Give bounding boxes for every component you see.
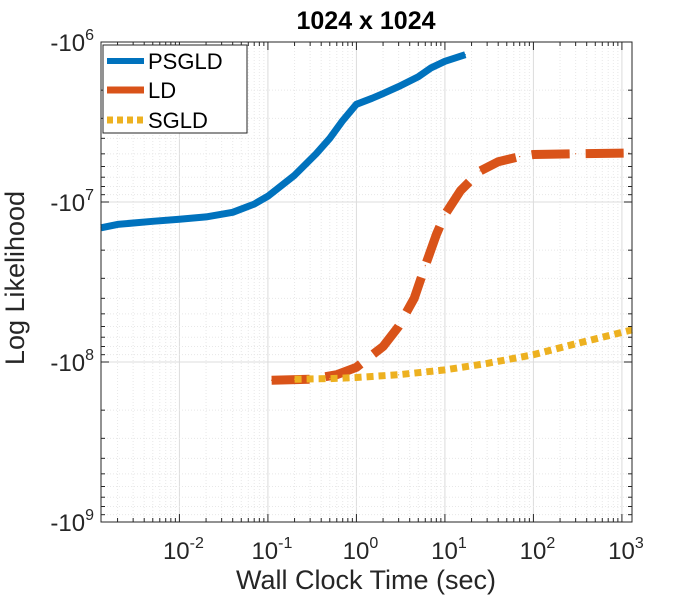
series-line-psgld	[100, 51, 467, 232]
data-point-ld	[575, 153, 577, 155]
data-point-psgld	[253, 203, 255, 205]
data-point-ld	[424, 265, 426, 267]
data-point-sgld	[532, 354, 535, 356]
legend-label-psgld: PSGLD	[148, 49, 223, 74]
data-point-psgld	[329, 137, 331, 139]
tick-labels: 10-2 10-1 100 101 102 103 -106 -107 -108 -109	[50, 27, 643, 565]
x-tick-label: 10-1	[251, 535, 292, 565]
data-point-psgld	[117, 223, 119, 225]
tick-marks	[101, 41, 632, 522]
y-tick-label: -107	[50, 187, 94, 217]
data-point-psgld	[342, 120, 344, 122]
data-point-ld	[398, 325, 400, 328]
y-tick-label: -109	[50, 507, 94, 537]
x-axis-label: Wall Clock Time (sec)	[236, 565, 496, 595]
data-point-sgld	[398, 374, 400, 376]
data-point-ld	[497, 161, 499, 163]
data-point-psgld	[294, 174, 296, 176]
legend-label-ld: LD	[148, 78, 176, 103]
data-point-ld	[355, 366, 357, 368]
data-point-sgld	[329, 378, 331, 380]
data-point-sgld	[486, 362, 488, 364]
data-point-psgld	[444, 60, 446, 62]
y-tick-label: -108	[50, 347, 94, 377]
legend: PSGLD LD SGLD	[102, 44, 248, 134]
data-point-ld	[519, 156, 521, 158]
series-layer	[100, 51, 633, 385]
data-point-ld	[532, 153, 535, 156]
data-point-sgld	[575, 343, 577, 345]
data-point-psgld	[430, 67, 432, 69]
data-point-psgld	[205, 216, 207, 218]
data-point-ld	[459, 190, 462, 192]
data-point-sgld	[355, 376, 357, 379]
x-tick-label: 103	[608, 535, 644, 565]
x-tick-label: 10-2	[163, 535, 204, 565]
data-point-psgld	[315, 153, 317, 155]
data-point-ld	[271, 379, 273, 381]
data-point-ld	[444, 214, 446, 216]
data-point-psgld	[267, 195, 269, 197]
y-axis-label: Log Likelihood	[0, 191, 30, 365]
data-point-ld	[435, 234, 437, 236]
data-point-psgld	[232, 211, 234, 213]
x-tick-label: 100	[343, 535, 379, 565]
data-point-psgld	[152, 220, 154, 222]
x-tick-label: 102	[520, 535, 556, 565]
data-point-ld	[479, 170, 481, 172]
grid	[101, 41, 632, 522]
chart-title: 1024 x 1024	[296, 7, 435, 35]
data-point-sgld	[294, 378, 296, 380]
data-point-ld	[382, 345, 384, 348]
legend-label-sgld: SGLD	[148, 108, 208, 133]
data-point-psgld	[355, 103, 357, 105]
y-tick-label: -106	[50, 27, 94, 57]
axes-frame	[100, 41, 633, 523]
data-point-psgld	[398, 86, 400, 88]
data-point-psgld	[382, 93, 384, 95]
data-point-sgld	[444, 369, 446, 371]
x-tick-label: 101	[431, 535, 467, 565]
data-point-psgld	[417, 76, 419, 78]
data-point-ld	[413, 297, 415, 299]
data-point-psgld	[178, 218, 180, 220]
data-point-psgld	[464, 54, 466, 56]
data-point-psgld	[371, 97, 373, 99]
